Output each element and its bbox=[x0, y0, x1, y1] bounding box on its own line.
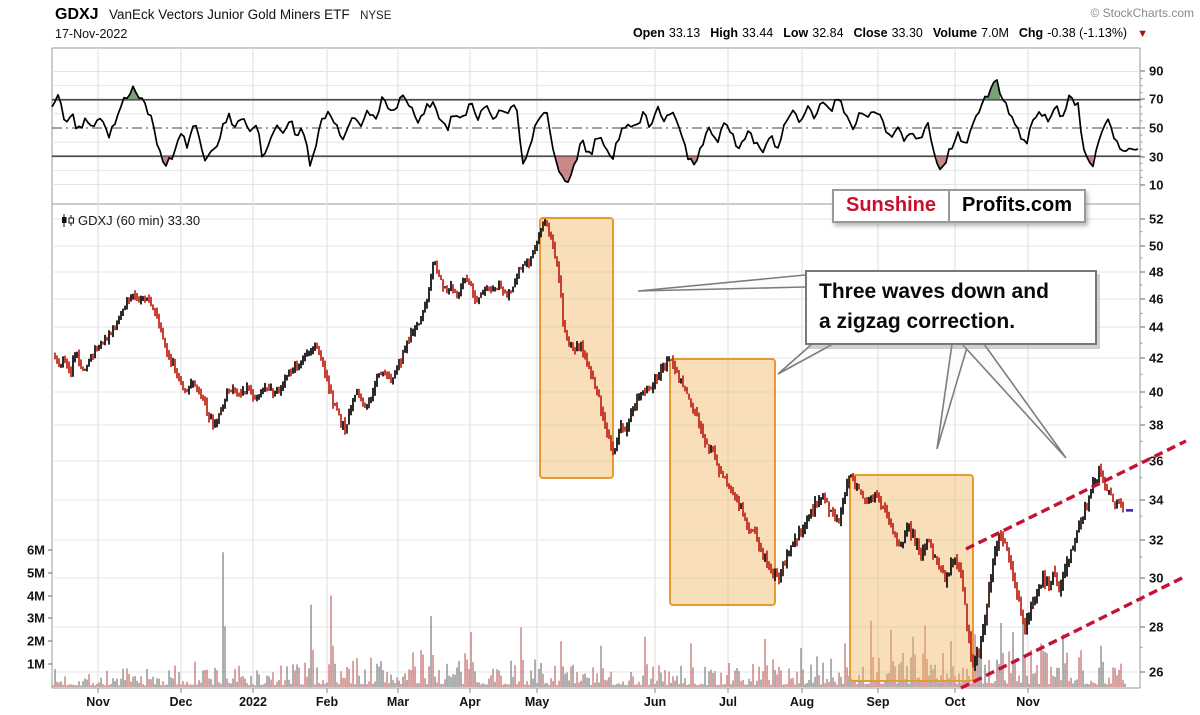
price-axis-label: 32 bbox=[1149, 533, 1163, 548]
price-axis-label: 44 bbox=[1149, 320, 1164, 335]
sunshine-profits-watermark[interactable]: Sunshine Profits.com bbox=[832, 189, 1087, 223]
low-label: Low bbox=[783, 26, 809, 40]
oscillator-axis-label: 30 bbox=[1149, 150, 1163, 165]
price-axis-label: 26 bbox=[1149, 665, 1163, 680]
callout-tail bbox=[637, 274, 806, 292]
volume-axis-label: 4M bbox=[27, 589, 45, 604]
chg-value: -0.38 (-1.13%) bbox=[1047, 26, 1128, 40]
chg-down-arrow-icon[interactable]: ▼ bbox=[1137, 28, 1148, 40]
price-axis-label: 34 bbox=[1149, 493, 1164, 508]
highlight-box bbox=[849, 474, 974, 682]
oscillator-line bbox=[51, 79, 1139, 184]
close-value: 33.30 bbox=[891, 26, 923, 40]
volume-axis-label: 6M bbox=[27, 543, 45, 558]
month-label: Nov bbox=[1016, 695, 1040, 709]
chart-date: 17-Nov-2022 bbox=[55, 27, 128, 41]
exchange-label: NYSE bbox=[360, 10, 392, 22]
oscillator-axis-label: 90 bbox=[1149, 64, 1163, 79]
ticker-symbol: GDXJ bbox=[55, 6, 99, 23]
price-axis-label: 48 bbox=[1149, 265, 1163, 280]
oscillator-panel: 90 70 50 30 10 bbox=[51, 64, 1163, 193]
price-axis-label: 46 bbox=[1149, 292, 1163, 307]
month-label: May bbox=[525, 695, 549, 709]
watermark-part-1: Sunshine bbox=[832, 189, 951, 223]
chg-label: Chg bbox=[1018, 26, 1044, 40]
price-axis-label: 30 bbox=[1149, 571, 1163, 586]
watermark-part-2: Profits.com bbox=[948, 189, 1087, 223]
month-label: Oct bbox=[945, 695, 967, 709]
price-axis-label: 28 bbox=[1149, 620, 1163, 635]
last-price-marker bbox=[1126, 509, 1133, 512]
open-value: 33.13 bbox=[668, 26, 701, 40]
price-axis-label: 42 bbox=[1149, 351, 1163, 366]
month-label: Apr bbox=[459, 695, 481, 709]
callout-tail bbox=[936, 343, 969, 450]
annotation-line-1: Three waves down and bbox=[819, 280, 1049, 303]
price-axis-label: 52 bbox=[1149, 212, 1163, 227]
volume-label: Volume bbox=[932, 26, 978, 40]
chart-header: GDXJ VanEck Vectors Junior Gold Miners E… bbox=[55, 6, 391, 24]
company-name: VanEck Vectors Junior Gold Miners ETF bbox=[109, 7, 350, 22]
oscillator-axis-label: 50 bbox=[1149, 121, 1163, 136]
price-candles bbox=[54, 214, 1133, 671]
volume-axis-label: 5M bbox=[27, 566, 45, 581]
month-label: Sep bbox=[867, 695, 890, 709]
volume-value: 7.0M bbox=[981, 26, 1009, 40]
high-value: 33.44 bbox=[741, 26, 774, 40]
open-label: Open bbox=[632, 26, 665, 40]
month-label: Jun bbox=[644, 695, 666, 709]
month-label: Mar bbox=[387, 695, 409, 709]
oscillator-axis-label: 10 bbox=[1149, 178, 1163, 193]
volume-axis-label: 1M bbox=[27, 657, 45, 672]
callout-tail bbox=[961, 343, 1067, 459]
volume-axis-label: 3M bbox=[27, 611, 45, 626]
close-label: Close bbox=[853, 26, 888, 40]
quote-summary: Open 33.13 High 33.44 Low 32.84 Close 33.30 Volu… bbox=[633, 26, 1148, 40]
month-label: 2022 bbox=[239, 695, 267, 709]
month-label: Jul bbox=[719, 695, 737, 709]
high-label: High bbox=[710, 26, 738, 40]
price-panel-label: GDXJ (60 min) 33.30 bbox=[78, 213, 201, 228]
annotation-callout: Three waves down and a zigzag correction… bbox=[805, 270, 1097, 345]
highlight-box bbox=[669, 358, 776, 606]
month-label: Aug bbox=[790, 695, 814, 709]
price-axis-label: 40 bbox=[1149, 385, 1163, 400]
overlays: 26 28 30 32 34 36 38 40 42 44 46 48 50 52 6M 5M 4M 3M 2M 1M bbox=[27, 212, 1187, 690]
month-label: Dec bbox=[170, 695, 193, 709]
volume-bars bbox=[52, 552, 1126, 687]
oscillator-axis-label: 70 bbox=[1149, 92, 1163, 107]
price-axis-label: 36 bbox=[1149, 454, 1163, 469]
copyright-label: © StockCharts.com bbox=[1090, 6, 1194, 20]
annotation-line-2: a zigzag correction. bbox=[819, 310, 1016, 334]
candlestick-icon bbox=[62, 214, 74, 227]
month-label: Nov bbox=[86, 695, 110, 709]
callout-tail bbox=[777, 343, 834, 375]
price-axis-label: 50 bbox=[1149, 239, 1163, 254]
highlight-boxes bbox=[539, 217, 974, 682]
trendline-dashed bbox=[965, 439, 1187, 551]
month-label: Feb bbox=[316, 695, 339, 709]
price-axis-label: 38 bbox=[1149, 418, 1163, 433]
low-value: 32.84 bbox=[812, 26, 844, 40]
volume-axis-label: 2M bbox=[27, 634, 45, 649]
